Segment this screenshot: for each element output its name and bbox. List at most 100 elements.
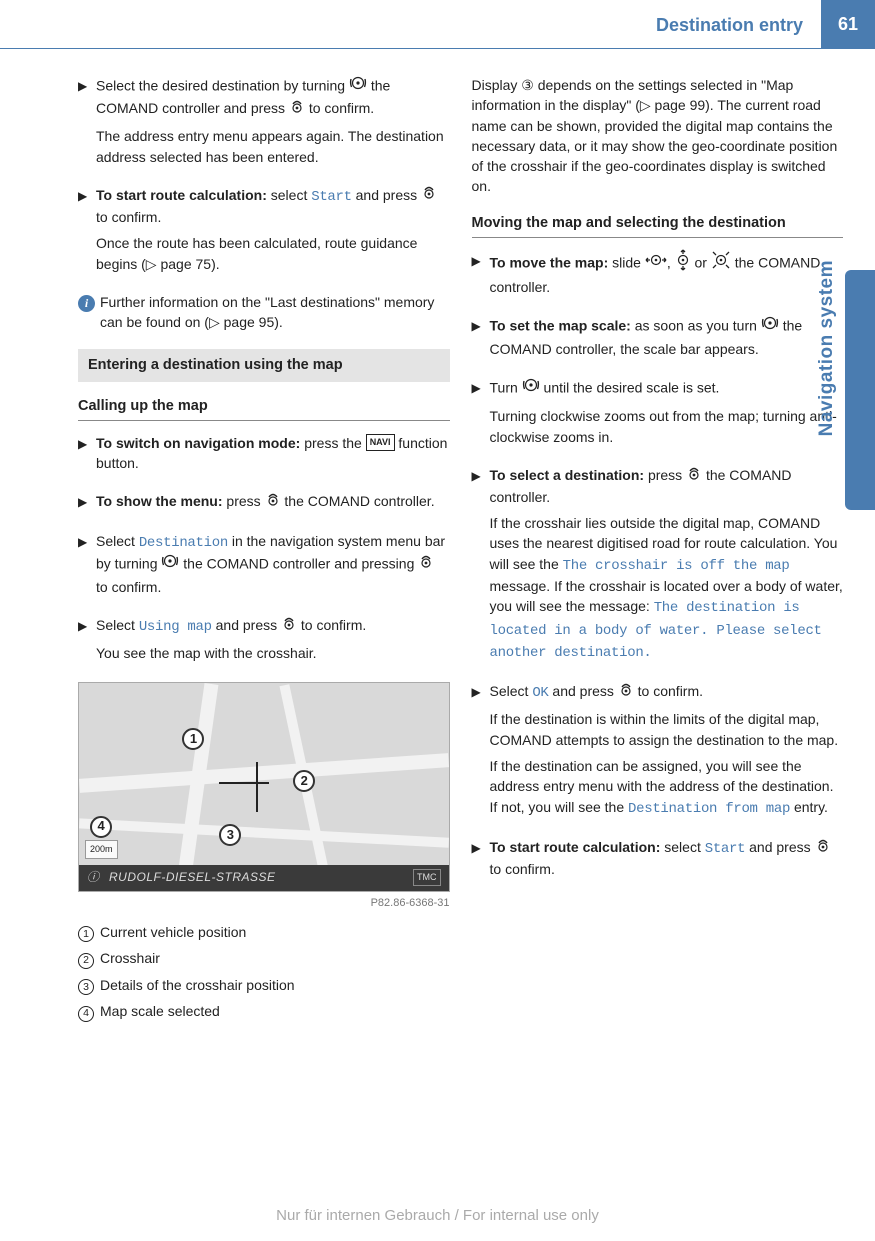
text-bold: To select a destination: xyxy=(490,467,645,483)
left-column: ▶ Select the desired destination by turn… xyxy=(78,75,450,1028)
text: press the xyxy=(304,435,365,451)
press-controller-icon xyxy=(618,681,634,702)
step-set-map-scale: ▶ To set the map scale: as soon as you t… xyxy=(472,315,844,365)
text-bold: To set the map scale: xyxy=(490,318,631,334)
header-title: Destination entry xyxy=(656,0,821,48)
map-screenshot: 1 2 3 4 200m ⓘ RUDOLF-DIESEL-STRASSE TMC xyxy=(78,682,450,892)
legend-text: Details of the crosshair position xyxy=(100,975,295,995)
slide-horizontal-icon xyxy=(645,252,667,273)
slide-vertical-icon xyxy=(675,249,691,276)
text: the COMAND controller and pressing xyxy=(183,556,418,572)
step-show-menu: ▶ To show the menu: press the COMAND con… xyxy=(78,491,450,519)
rotary-controller-icon xyxy=(161,552,179,575)
header-divider xyxy=(0,48,875,49)
triangle-bullet-icon: ▶ xyxy=(472,377,490,453)
triangle-bullet-icon: ▶ xyxy=(472,315,490,365)
text-bold: To move the map: xyxy=(490,254,609,270)
text: entry. xyxy=(794,799,828,815)
circled-number-icon: 4 xyxy=(78,1006,94,1022)
text: until the desired scale is set. xyxy=(544,379,720,395)
map-scale-badge: 200m xyxy=(85,840,118,859)
command-text: Using map xyxy=(139,619,212,635)
slide-diagonal-icon xyxy=(711,250,731,275)
legend-row: 2 Crosshair xyxy=(78,948,450,969)
press-controller-icon xyxy=(686,465,702,486)
subheading: Calling up the map xyxy=(78,396,450,421)
tmc-badge: TMC xyxy=(413,869,441,886)
side-section-label: Navigation system xyxy=(813,260,841,436)
text: Select xyxy=(96,617,139,633)
map-marker-3: 3 xyxy=(219,824,241,846)
circled-number-icon: 2 xyxy=(78,953,94,969)
map-marker-4: 4 xyxy=(90,816,112,838)
step-select-ok: ▶ Select OK and press to confirm. If the… xyxy=(472,681,844,825)
triangle-bullet-icon: ▶ xyxy=(78,185,96,280)
right-column: Display ③ depends on the settings select… xyxy=(472,75,844,1028)
text: Select the desired destination by turnin… xyxy=(96,77,349,93)
text: select xyxy=(664,839,704,855)
command-text: The crosshair is off the map xyxy=(563,558,790,574)
step-start-route-calc-right: ▶ To start route calculation: select Sta… xyxy=(472,837,844,886)
press-controller-icon xyxy=(418,553,434,574)
triangle-bullet-icon: ▶ xyxy=(78,491,96,519)
text: to confirm. xyxy=(638,683,703,699)
press-controller-icon xyxy=(265,491,281,512)
info-icon: i xyxy=(78,295,95,312)
text: or xyxy=(695,254,711,270)
legend-row: 1 Current vehicle position xyxy=(78,922,450,943)
text: Turning clockwise zooms out from the map… xyxy=(490,406,844,447)
text: the COMAND controller. xyxy=(284,493,434,509)
press-controller-icon xyxy=(815,837,831,858)
step-switch-nav-mode: ▶ To switch on navigation mode: press th… xyxy=(78,433,450,480)
map-marker-2: 2 xyxy=(293,770,315,792)
text: select xyxy=(271,187,311,203)
triangle-bullet-icon: ▶ xyxy=(472,250,490,304)
circled-number-icon: 3 xyxy=(78,979,94,995)
text: to confirm. xyxy=(96,209,161,225)
info-note: i Further information on the "Last desti… xyxy=(78,292,450,333)
navi-button-icon: NAVI xyxy=(366,434,395,451)
text: press xyxy=(648,467,686,483)
triangle-bullet-icon: ▶ xyxy=(78,531,96,603)
command-text: OK xyxy=(532,685,548,701)
triangle-bullet-icon: ▶ xyxy=(78,433,96,480)
text: to confirm. xyxy=(96,579,161,595)
triangle-bullet-icon: ▶ xyxy=(78,75,96,173)
text: and press xyxy=(216,617,281,633)
street-name: RUDOLF-DIESEL-STRASSE xyxy=(109,869,403,886)
text: Select xyxy=(490,683,533,699)
page-header: Destination entry 61 xyxy=(0,0,875,48)
step-select-destination: ▶ Select the desired destination by turn… xyxy=(78,75,450,173)
text-bold: To switch on navigation mode: xyxy=(96,435,300,451)
command-text: Destination from map xyxy=(628,801,790,817)
text: The address entry menu appears again. Th… xyxy=(96,126,450,167)
triangle-bullet-icon: ▶ xyxy=(472,837,490,886)
legend-row: 3 Details of the crosshair position xyxy=(78,975,450,996)
content-columns: ▶ Select the desired destination by turn… xyxy=(0,75,875,1028)
step-select-dest-press: ▶ To select a destination: press the COM… xyxy=(472,465,844,669)
text-bold: To start route calculation: xyxy=(96,187,267,203)
text: Select xyxy=(96,533,139,549)
side-tab xyxy=(845,270,875,510)
command-text: Destination xyxy=(139,535,228,551)
subheading: Moving the map and selecting the destina… xyxy=(472,213,844,238)
text: Further information on the "Last destina… xyxy=(100,292,450,333)
text: as soon as you turn xyxy=(635,318,761,334)
text-bold: To show the menu: xyxy=(96,493,223,509)
triangle-bullet-icon: ▶ xyxy=(472,681,490,825)
map-street-bar: ⓘ RUDOLF-DIESEL-STRASSE TMC xyxy=(79,865,449,891)
press-controller-icon xyxy=(421,184,437,205)
rotary-controller-icon xyxy=(349,74,367,97)
command-text: Start xyxy=(311,189,352,205)
triangle-bullet-icon: ▶ xyxy=(472,465,490,669)
rotary-controller-icon xyxy=(522,376,540,399)
step-select-using-map: ▶ Select Using map and press to confirm.… xyxy=(78,615,450,670)
command-text: Start xyxy=(705,841,746,857)
figure-id: P82.86-6368-31 xyxy=(78,896,450,912)
step-start-route-calc: ▶ To start route calculation: select Sta… xyxy=(78,185,450,280)
text: Once the route has been calculated, rout… xyxy=(96,233,450,274)
footer-watermark: Nur für internen Gebrauch / For internal… xyxy=(0,1205,875,1227)
press-controller-icon xyxy=(289,98,305,119)
section-heading: Entering a destination using the map xyxy=(78,349,450,382)
text: Turn xyxy=(490,379,522,395)
